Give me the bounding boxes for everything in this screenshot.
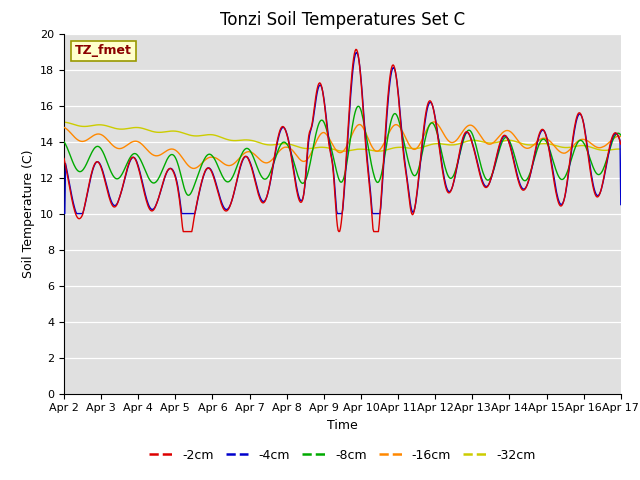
X-axis label: Time: Time (327, 419, 358, 432)
Legend: -2cm, -4cm, -8cm, -16cm, -32cm: -2cm, -4cm, -8cm, -16cm, -32cm (145, 444, 540, 467)
Y-axis label: Soil Temperature (C): Soil Temperature (C) (22, 149, 35, 278)
Text: TZ_fmet: TZ_fmet (75, 44, 132, 58)
Title: Tonzi Soil Temperatures Set C: Tonzi Soil Temperatures Set C (220, 11, 465, 29)
